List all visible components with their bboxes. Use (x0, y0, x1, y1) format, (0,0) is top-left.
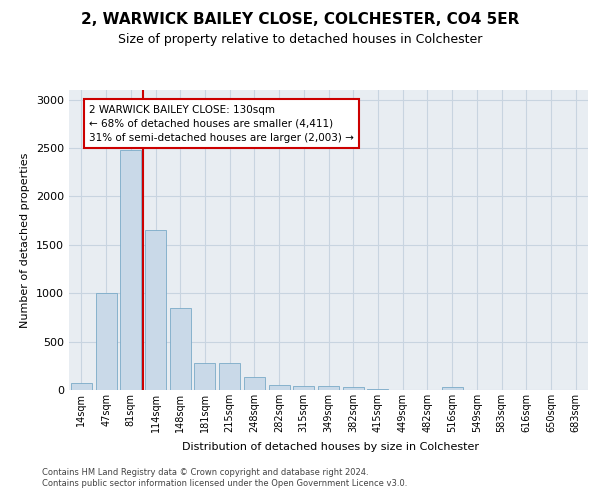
Bar (120, 150, 141, 390)
Text: Size of property relative to detached houses in Colchester: Size of property relative to detached ho… (118, 32, 482, 46)
Bar (145, 230, 166, 390)
Bar (343, 386, 364, 390)
Bar (318, 386, 339, 390)
Bar (244, 378, 265, 390)
Y-axis label: Number of detached properties: Number of detached properties (20, 152, 31, 328)
Bar (269, 384, 290, 390)
Bar (71, 383, 92, 390)
Text: Distribution of detached houses by size in Colchester: Distribution of detached houses by size … (182, 442, 479, 452)
Bar (219, 363, 240, 390)
Bar (293, 386, 314, 390)
Bar (170, 308, 191, 390)
Bar (95, 293, 116, 390)
Bar (194, 363, 215, 390)
Text: 2, WARWICK BAILEY CLOSE, COLCHESTER, CO4 5ER: 2, WARWICK BAILEY CLOSE, COLCHESTER, CO4… (81, 12, 519, 28)
Text: Contains HM Land Registry data © Crown copyright and database right 2024.
Contai: Contains HM Land Registry data © Crown c… (42, 468, 407, 487)
Bar (367, 389, 388, 390)
Text: 2 WARWICK BAILEY CLOSE: 130sqm
← 68% of detached houses are smaller (4,411)
31% : 2 WARWICK BAILEY CLOSE: 130sqm ← 68% of … (89, 104, 353, 142)
Bar (442, 387, 463, 390)
